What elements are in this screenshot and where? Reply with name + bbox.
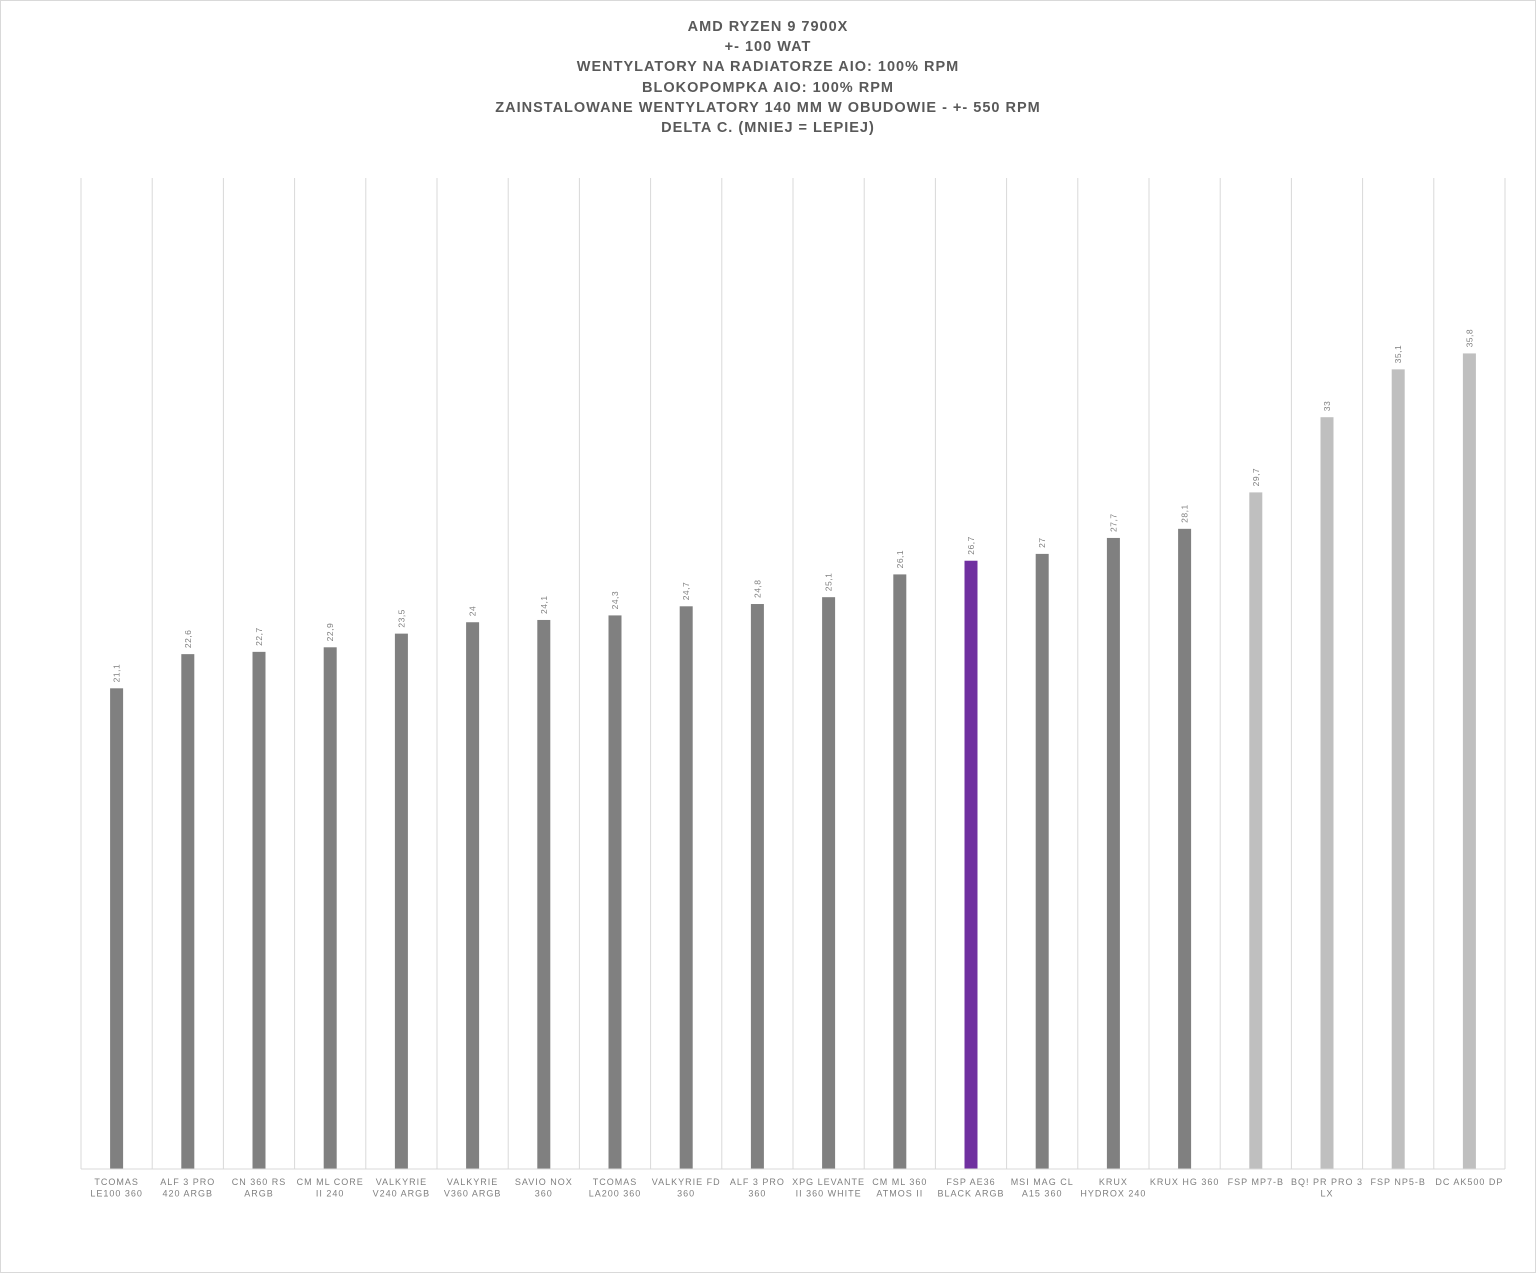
bar xyxy=(893,574,907,1169)
gridlines xyxy=(80,178,1506,1169)
data-label: 27,7 xyxy=(1108,513,1118,532)
bar xyxy=(252,651,266,1169)
data-labels: 21,1 22,6 22,7 22,9 23,5 24 24,1 24,3 24,7 24,8 25… xyxy=(112,329,1475,682)
category-label: CM ML CORE xyxy=(297,1177,364,1187)
bar xyxy=(394,633,408,1169)
bar xyxy=(750,604,764,1169)
category-label: FSP AE36 xyxy=(946,1177,995,1187)
data-label: 26,1 xyxy=(895,550,905,569)
title-line-power: +- 100 WAT xyxy=(724,39,812,56)
bar xyxy=(537,619,551,1169)
data-label: 22,9 xyxy=(325,623,335,642)
data-label: 24,1 xyxy=(539,595,549,614)
category-label: ALF 3 PRO xyxy=(160,1177,215,1187)
bar xyxy=(466,622,480,1169)
data-label: 24,3 xyxy=(610,591,620,610)
category-label: 420 ARGB xyxy=(163,1189,214,1199)
category-label: BLACK ARGB xyxy=(937,1189,1004,1199)
category-label: LE100 360 xyxy=(90,1189,143,1199)
bar xyxy=(1391,369,1405,1170)
category-label: CM ML 360 xyxy=(872,1177,927,1187)
bar xyxy=(1035,553,1049,1169)
bar xyxy=(608,615,622,1169)
category-label: HYDROX 240 xyxy=(1080,1189,1146,1199)
category-label: A15 360 xyxy=(1022,1189,1063,1199)
data-label: 24,8 xyxy=(752,579,762,598)
data-label: 22,6 xyxy=(183,630,193,649)
category-label: TCOMAS xyxy=(593,1177,638,1187)
category-label: FSP MP7-B xyxy=(1228,1177,1284,1187)
title-line-cpu: AMD RYZEN 9 7900X xyxy=(687,19,849,35)
data-label: 26,7 xyxy=(966,536,976,555)
title-line-radiator-fans: WENTYLATORY NA RADIATORZE AIO: 100% RPM xyxy=(576,59,960,76)
category-label: VALKYRIE xyxy=(447,1177,498,1187)
category-label: FSP NP5-B xyxy=(1371,1177,1426,1187)
category-label: CN 360 RS xyxy=(232,1177,287,1187)
data-label: 22,7 xyxy=(254,627,264,646)
title-line-pump: BLOKOPOMPKA AIO: 100% RPM xyxy=(642,79,894,96)
category-label: KRUX xyxy=(1099,1177,1128,1187)
data-label: 23,5 xyxy=(396,609,406,628)
category-label: II 240 xyxy=(316,1189,345,1199)
category-label: 360 xyxy=(677,1189,695,1199)
chart-title: AMD RYZEN 9 7900X +- 100 WAT WENTYLATORY… xyxy=(0,17,1536,138)
category-labels: TCOMAS LE100 360 ALF 3 PRO 420 ARGB CN 360 R… xyxy=(90,1177,1503,1199)
bar xyxy=(181,654,195,1169)
category-label: XPG LEVANTE xyxy=(792,1177,865,1187)
bar xyxy=(1320,417,1334,1169)
category-label: ARGB xyxy=(244,1189,274,1199)
bar xyxy=(1249,492,1263,1169)
category-label: V240 ARGB xyxy=(373,1189,431,1199)
bar xyxy=(110,688,124,1169)
bars xyxy=(110,353,1476,1170)
bar xyxy=(679,606,693,1169)
bar xyxy=(1106,537,1120,1169)
data-label: 25,1 xyxy=(824,573,834,592)
category-label: SAVIO NOX xyxy=(515,1177,573,1187)
bar xyxy=(1462,353,1476,1169)
data-label: 28,1 xyxy=(1180,504,1190,523)
category-label: TCOMAS xyxy=(94,1177,139,1187)
category-label: II 360 WHITE xyxy=(796,1189,862,1199)
category-label: V360 ARGB xyxy=(444,1189,502,1199)
category-label: BQ! PR PRO 3 xyxy=(1291,1177,1363,1187)
bar xyxy=(323,647,337,1169)
category-label: LX xyxy=(1320,1189,1333,1199)
data-label: 21,1 xyxy=(112,664,122,683)
bar xyxy=(1178,528,1192,1169)
category-label: VALKYRIE FD xyxy=(652,1177,721,1187)
data-label: 27 xyxy=(1037,537,1047,547)
category-label: DC AK500 DP xyxy=(1435,1177,1503,1187)
title-line-case-fans: ZAINSTALOWANE WENTYLATORY 140 MM W OBUDO… xyxy=(495,99,1041,116)
category-label: MSI MAG CL xyxy=(1011,1177,1074,1187)
category-label: KRUX HG 360 xyxy=(1150,1177,1220,1187)
bar xyxy=(822,597,836,1169)
category-label: 360 xyxy=(748,1189,766,1199)
bar xyxy=(964,560,978,1169)
data-label: 35,8 xyxy=(1464,329,1474,348)
category-label: ATMOS II xyxy=(876,1189,923,1199)
category-label: ALF 3 PRO xyxy=(730,1177,785,1187)
data-label: 24 xyxy=(468,606,478,616)
data-label: 35,1 xyxy=(1393,345,1403,364)
category-label: VALKYRIE xyxy=(376,1177,427,1187)
data-label: 29,7 xyxy=(1251,468,1261,487)
data-label: 33 xyxy=(1322,401,1332,411)
category-label: LA200 360 xyxy=(589,1189,642,1199)
data-label: 24,7 xyxy=(681,582,691,601)
title-line-metric: DELTA C. (MNIEJ = LEPIEJ) xyxy=(661,120,875,137)
category-label: 360 xyxy=(535,1189,553,1199)
